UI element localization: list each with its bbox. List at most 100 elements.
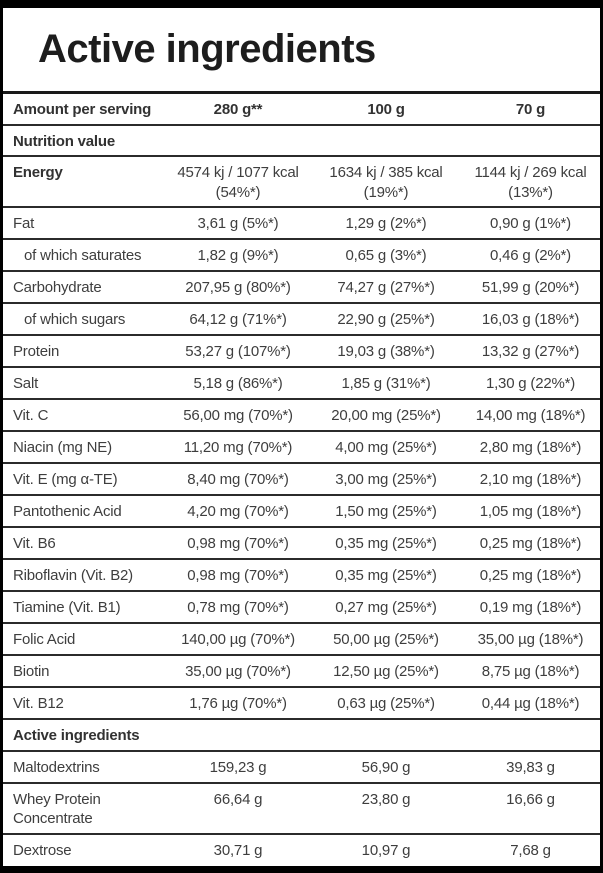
value-amount: 50,00 µg (25%*) <box>333 631 439 648</box>
row-value: 1,05 mg (18%*) <box>461 496 600 526</box>
row-value: 0,98 mg (70%*) <box>165 560 311 590</box>
value-amount: 2,80 mg (18%*) <box>479 439 582 456</box>
row-value: 13,32 g (27%*) <box>461 336 600 366</box>
table-row: Vit. C 56,00 mg (70%*) 20,00 mg (25%*) 14,0… <box>3 400 600 432</box>
value-amount: 66,64 g <box>213 790 263 808</box>
value-amount: 22,90 g (25%*) <box>337 311 435 328</box>
row-value: 207,95 g (80%*) <box>165 272 311 302</box>
row-label: Dextrose <box>13 841 72 859</box>
serving-header-row: Amount per serving 280 g** 100 g 70 g <box>3 94 600 126</box>
value-amount: 3,61 g (5%*) <box>197 215 279 232</box>
row-value: 1,30 g (22%*) <box>461 368 600 398</box>
row-value: 19,03 g (38%*) <box>311 336 461 366</box>
value-amount: 14,00 mg (18%*) <box>475 407 586 424</box>
table-row: Folic Acid 140,00 µg (70%*) 50,00 µg (25%*… <box>3 624 600 656</box>
row-value: 159,23 g <box>165 752 311 782</box>
row-value: 74,27 g (27%*) <box>311 272 461 302</box>
row-value: 0,25 mg (18%*) <box>461 528 600 558</box>
row-value: 30,71 g <box>165 835 311 865</box>
row-value: 0,78 mg (70%*) <box>165 592 311 622</box>
row-value: 7,68 g <box>461 835 600 865</box>
row-value: 5,18 g (86%*) <box>165 368 311 398</box>
table-row: Biotin 35,00 µg (70%*) 12,50 µg (25%*) 8,75… <box>3 656 600 688</box>
row-value: 22,90 g (25%*) <box>311 304 461 334</box>
value-amount: 0,25 mg (18%*) <box>479 535 582 552</box>
value-amount: 11,20 mg (70%*) <box>183 439 293 456</box>
value-amount: 0,27 mg (25%*) <box>335 599 437 616</box>
row-label: Folic Acid <box>13 631 76 648</box>
table-row: Vit. B6 0,98 mg (70%*) 0,35 mg (25%*) 0,25 … <box>3 528 600 560</box>
row-value: 0,63 µg (25%*) <box>311 688 461 718</box>
row-value: 1,85 g (31%*) <box>311 368 461 398</box>
value-amount: 53,27 g (107%*) <box>185 343 291 360</box>
value-amount: 0,35 mg (25%*) <box>335 535 437 552</box>
row-value: 10,97 g <box>311 835 461 865</box>
row-label: Biotin <box>13 663 50 680</box>
table-row: Vit. B12 1,76 µg (70%*) 0,63 µg (25%*) 0,44… <box>3 688 600 720</box>
value-amount: 16,66 g <box>506 790 555 808</box>
value-amount: 1,29 g (2%*) <box>345 215 427 232</box>
value-amount: 0,19 mg (18%*) <box>479 599 582 616</box>
row-label: Maltodextrins <box>13 758 100 776</box>
row-value: 1,76 µg (70%*) <box>165 688 311 718</box>
row-value: 0,27 mg (25%*) <box>311 592 461 622</box>
row-value: 64,12 g (71%*) <box>165 304 311 334</box>
row-value: 0,25 mg (18%*) <box>461 560 600 590</box>
value-amount: 1,85 g (31%*) <box>341 375 431 392</box>
row-value: 39,83 g <box>461 752 600 782</box>
row-label: Fat <box>13 215 35 232</box>
value-amount: 56,90 g <box>361 758 411 776</box>
value-percent: (13%*) <box>508 183 553 201</box>
table-body: Nutrition value Energy 4574 kj / 1077 kcal… <box>3 126 600 867</box>
row-label: Whey Protein Concentrate <box>13 790 101 828</box>
value-amount: 1634 kj / 385 kcal <box>329 164 443 181</box>
value-amount: 0,44 µg (18%*) <box>481 695 580 712</box>
value-amount: 12,50 µg (25%*) <box>333 663 439 680</box>
value-amount: 51,99 g (20%*) <box>481 279 580 296</box>
row-label: Riboflavin (Vit. B2) <box>13 567 133 584</box>
value-amount: 0,78 mg (70%*) <box>187 599 289 616</box>
row-label: of which sugars <box>24 311 126 328</box>
value-amount: 74,27 g (27%*) <box>337 279 435 296</box>
value-amount: 35,00 µg (18%*) <box>477 631 584 648</box>
row-value: 0,65 g (3%*) <box>311 240 461 270</box>
row-label: Niacin (mg NE) <box>13 439 112 456</box>
row-value: 16,66 g <box>461 784 600 814</box>
serving-column-280g: 280 g** <box>213 101 263 118</box>
table-row: Whey Protein Concentrate 66,64 g 23,80 g 16… <box>3 784 600 835</box>
row-label: Vit. B12 <box>13 695 64 712</box>
row-label: Protein <box>13 343 60 360</box>
value-amount: 19,03 g (38%*) <box>337 343 435 360</box>
row-value: 8,75 µg (18%*) <box>461 656 600 686</box>
row-value: 14,00 mg (18%*) <box>461 400 600 430</box>
table-row: Fat 3,61 g (5%*) 1,29 g (2%*) 0,90 g (1%*) <box>3 208 600 240</box>
value-amount: 23,80 g <box>361 790 411 808</box>
row-label: Tiamine (Vit. B1) <box>13 599 121 616</box>
value-amount: 1144 kj / 269 kcal <box>474 164 587 181</box>
row-value: 0,35 mg (25%*) <box>311 528 461 558</box>
row-value: 56,00 mg (70%*) <box>165 400 311 430</box>
table-row: Riboflavin (Vit. B2) 0,98 mg (70%*) 0,35 m… <box>3 560 600 592</box>
section-heading: Active ingredients <box>13 727 140 744</box>
value-percent: (19%*) <box>363 183 409 201</box>
row-value: 1,82 g (9%*) <box>165 240 311 270</box>
section-heading: Nutrition value <box>13 132 116 150</box>
value-amount: 4,00 mg (25%*) <box>335 439 437 456</box>
value-amount: 35,00 µg (70%*) <box>185 663 291 680</box>
value-amount: 1,50 mg (25%*) <box>335 503 437 520</box>
row-value: 0,98 mg (70%*) <box>165 528 311 558</box>
row-value: 56,90 g <box>311 752 461 782</box>
row-value: 11,20 mg (70%*) <box>165 432 311 462</box>
value-amount: 1,05 mg (18%*) <box>479 503 582 520</box>
row-value: 66,64 g <box>165 784 311 814</box>
row-value: 0,90 g (1%*) <box>461 208 600 238</box>
value-amount: 0,98 mg (70%*) <box>187 567 289 584</box>
row-label: Energy <box>13 164 63 181</box>
row-value: 4,20 mg (70%*) <box>165 496 311 526</box>
row-value: 0,46 g (2%*) <box>461 240 600 270</box>
value-amount: 0,98 mg (70%*) <box>187 535 289 552</box>
table-row: Tiamine (Vit. B1) 0,78 mg (70%*) 0,27 mg (… <box>3 592 600 624</box>
value-amount: 56,00 mg (70%*) <box>183 407 293 424</box>
row-label: Salt <box>13 375 39 392</box>
